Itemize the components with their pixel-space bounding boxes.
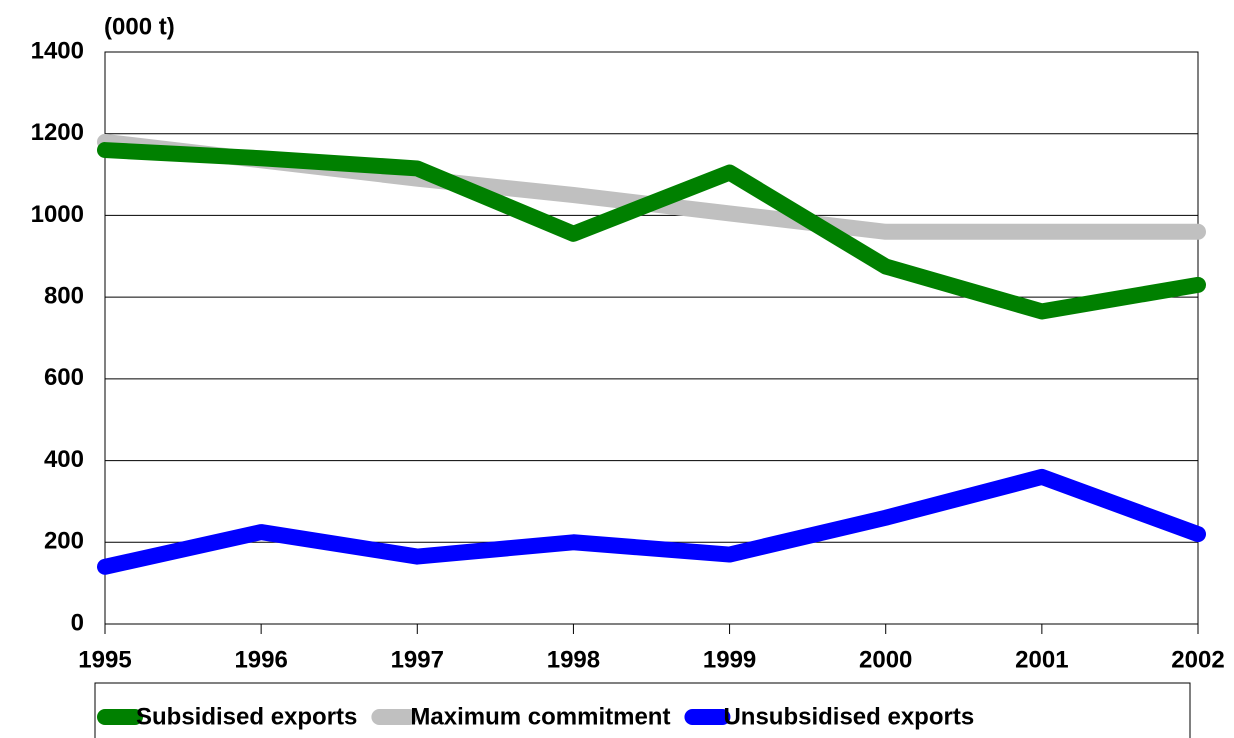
y-tick-label: 200	[44, 528, 84, 555]
x-tick-label: 2002	[1171, 646, 1224, 673]
legend-label: Unsubsidised exports	[723, 703, 974, 730]
y-tick-label: 1000	[31, 201, 84, 228]
x-tick-label: 2000	[859, 646, 912, 673]
x-tick-label: 2001	[1015, 646, 1068, 673]
x-tick-label: 1995	[78, 646, 131, 673]
x-tick-label: 1999	[703, 646, 756, 673]
series-line	[97, 142, 1206, 320]
legend-label: Subsidised exports	[136, 703, 357, 730]
plot-frame	[104, 51, 1199, 625]
x-tick-label: 1997	[391, 646, 444, 673]
y-axis-label: (000 t)	[104, 13, 175, 40]
legend-label: Maximum commitment	[410, 703, 670, 730]
y-tick-label: 400	[44, 446, 84, 473]
y-tick-label: 1200	[31, 119, 84, 146]
legend: Subsidised exports Maximum commitment Unsu…	[94, 682, 1191, 738]
series-line	[97, 468, 1206, 575]
y-tick-label: 1400	[31, 37, 84, 64]
y-tick-label: 0	[71, 609, 84, 636]
legend-box	[94, 682, 1191, 738]
y-tick-label: 600	[44, 364, 84, 391]
x-tick-label: 1998	[547, 646, 600, 673]
y-tick-label: 800	[44, 282, 84, 309]
x-tick-label: 1996	[234, 646, 287, 673]
